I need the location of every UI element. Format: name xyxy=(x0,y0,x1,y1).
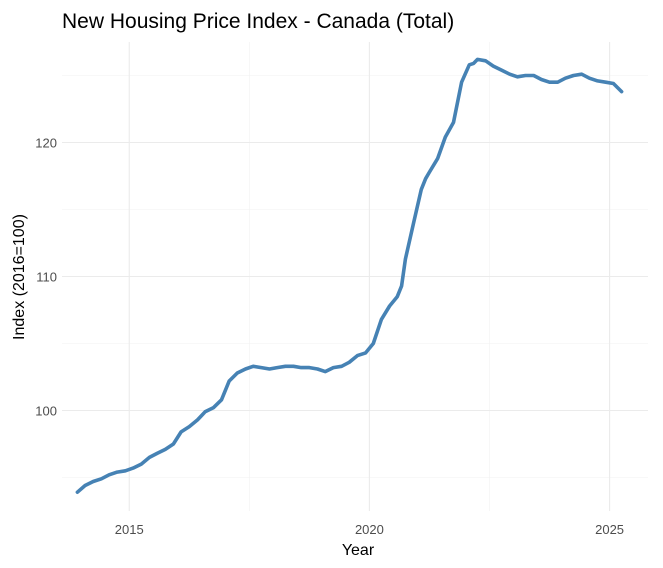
x-tick-label: 2025 xyxy=(595,522,624,537)
y-tick-label: 100 xyxy=(35,404,57,419)
series-line xyxy=(75,57,624,494)
chart-title: New Housing Price Index - Canada (Total) xyxy=(62,10,454,33)
x-tick-label: 2020 xyxy=(355,522,384,537)
y-axis-title: Index (2016=100) xyxy=(11,214,28,340)
x-tick-label: 2015 xyxy=(115,522,144,537)
y-tick-label: 120 xyxy=(35,136,57,151)
y-tick-label: 110 xyxy=(36,270,57,285)
tick-labels: 2015 2020 2025 100 110 120 xyxy=(35,136,624,538)
grid xyxy=(62,42,648,511)
x-axis-title: Year xyxy=(342,542,375,559)
